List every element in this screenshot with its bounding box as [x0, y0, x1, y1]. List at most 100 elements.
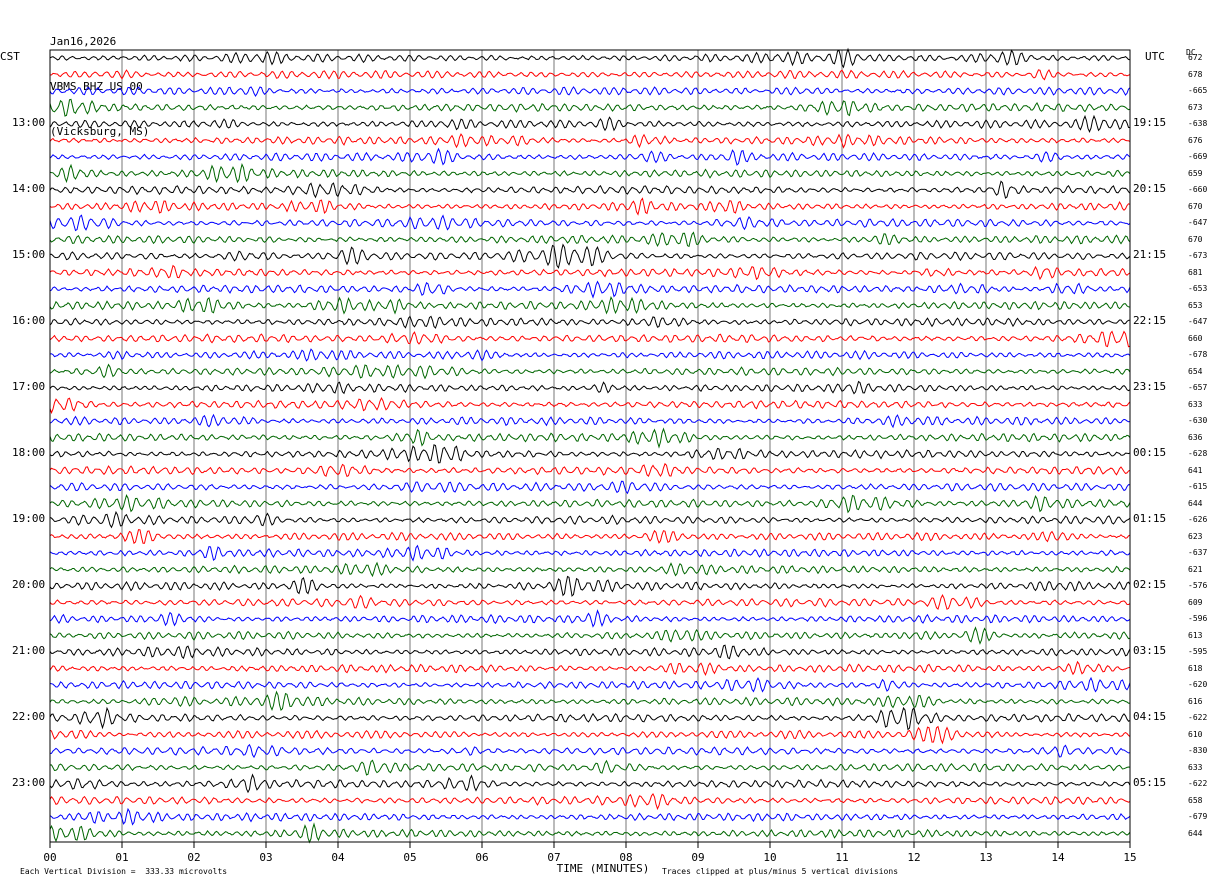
trace-line-21 — [49, 396, 1131, 415]
utc-hour-label: 04:15 — [1133, 710, 1167, 723]
dc-offset-label: 660 — [1188, 333, 1203, 343]
trace-line-37 — [49, 660, 1131, 677]
trace-line-34 — [49, 609, 1131, 628]
trace-line-32 — [49, 575, 1131, 597]
trace-line-39 — [49, 690, 1131, 712]
utc-hour-label: 22:15 — [1133, 314, 1167, 327]
trace-line-25 — [49, 462, 1131, 478]
trace-line-36 — [49, 644, 1131, 660]
utc-hour-label: 21:15 — [1133, 248, 1167, 261]
trace-line-38 — [49, 676, 1131, 693]
x-tick-label-11: 11 — [835, 851, 848, 864]
dc-offset-label: 659 — [1188, 168, 1203, 178]
dc-offset-label: 644 — [1188, 498, 1203, 508]
trace-line-8 — [49, 180, 1131, 199]
dc-offset-label: 672 — [1188, 53, 1203, 62]
trace-line-6 — [49, 147, 1131, 166]
dc-offset-label: -626 — [1188, 515, 1208, 524]
utc-hour-label: 19:15 — [1133, 116, 1167, 129]
trace-group — [49, 47, 1131, 844]
trace-line-33 — [49, 593, 1131, 611]
dc-offset-label: 673 — [1188, 102, 1203, 112]
x-tick-label-04: 04 — [331, 851, 345, 864]
dc-offset-label: -595 — [1188, 647, 1208, 656]
dc-offset-label: -830 — [1188, 746, 1208, 755]
trace-line-31 — [49, 561, 1131, 578]
dc-offset-label: -628 — [1188, 449, 1208, 458]
dc-offset-label: -669 — [1188, 152, 1208, 161]
dc-offset-label: -576 — [1188, 581, 1208, 590]
utc-hour-label: 23:15 — [1133, 380, 1167, 393]
utc-hour-label: 00:15 — [1133, 446, 1167, 459]
trace-line-9 — [49, 197, 1131, 216]
utc-hour-label: 02:15 — [1133, 578, 1167, 591]
trace-line-15 — [49, 295, 1131, 315]
trace-line-20 — [49, 380, 1131, 395]
trace-line-35 — [49, 626, 1131, 645]
date-label: Jan16,2026 — [50, 35, 117, 48]
trace-line-17 — [49, 330, 1131, 348]
dc-offset-label: 641 — [1188, 465, 1203, 475]
trace-line-18 — [49, 348, 1131, 362]
dc-offset-label: -596 — [1188, 614, 1208, 623]
header-block: Jan16,2026 VBMS BHZ US 00 (Vicksburg, MS… — [50, 4, 149, 154]
dc-offset-label: 644 — [1188, 828, 1203, 838]
trace-line-19 — [49, 363, 1131, 380]
dc-offset-label: -622 — [1188, 779, 1208, 788]
cst-hour-label: 20:00 — [12, 578, 46, 591]
x-tick-label-13: 13 — [979, 851, 992, 864]
trace-line-16 — [49, 315, 1131, 329]
x-tick-label-07: 07 — [547, 851, 560, 864]
trace-line-46 — [49, 807, 1131, 826]
dc-offset-label: -620 — [1188, 680, 1208, 689]
x-tick-label-05: 05 — [403, 851, 416, 864]
dc-offset-label: -673 — [1188, 251, 1208, 260]
dc-offset-label: 670 — [1188, 201, 1203, 211]
dc-offset-label: 633 — [1188, 399, 1203, 409]
dc-offset-label: -630 — [1188, 416, 1208, 425]
trace-line-0 — [49, 47, 1131, 69]
dc-offset-label: 613 — [1188, 630, 1203, 640]
dc-offset-label: -647 — [1188, 317, 1208, 326]
trace-line-42 — [50, 743, 1131, 759]
dc-offset-label: -647 — [1188, 218, 1208, 227]
dc-offset-label: 616 — [1188, 696, 1203, 706]
x-tick-label-03: 03 — [259, 851, 272, 864]
x-tick-label-00: 00 — [43, 851, 56, 864]
x-tick-label-01: 01 — [115, 851, 128, 864]
dc-offset-label: -678 — [1188, 350, 1208, 359]
trace-line-47 — [49, 822, 1131, 844]
trace-line-29 — [49, 529, 1131, 545]
cst-hour-label: 21:00 — [12, 644, 46, 657]
trace-line-45 — [49, 792, 1131, 811]
cst-hour-label: 16:00 — [12, 314, 46, 327]
scale-note: Each Vertical Division = 333.33 microvol… — [20, 867, 228, 876]
trace-line-26 — [49, 480, 1131, 495]
dc-offset-label: 609 — [1188, 597, 1203, 607]
dc-offset-label: -679 — [1188, 812, 1208, 821]
dc-offset-label: 636 — [1188, 432, 1203, 442]
clip-note: Traces clipped at plus/minus 5 vertical … — [662, 867, 899, 876]
x-tick-label-14: 14 — [1051, 851, 1065, 864]
dc-offset-label: 654 — [1188, 366, 1203, 376]
trace-line-22 — [49, 413, 1131, 429]
dc-offset-label: 678 — [1188, 69, 1203, 79]
trace-line-3 — [49, 98, 1131, 117]
trace-line-13 — [49, 264, 1131, 281]
trace-line-2 — [49, 86, 1131, 97]
trace-line-24 — [49, 444, 1131, 464]
dc-offset-label: 621 — [1188, 564, 1203, 574]
x-tick-label-09: 09 — [691, 851, 704, 864]
trace-line-30 — [49, 544, 1131, 562]
cst-axis-title: CST — [0, 50, 20, 63]
x-tick-label-12: 12 — [907, 851, 920, 864]
x-tick-label-10: 10 — [763, 851, 776, 864]
dc-offset-label: 610 — [1188, 729, 1203, 739]
dc-offset-label: -657 — [1188, 383, 1208, 392]
trace-line-28 — [49, 510, 1131, 529]
dc-offset-label: -665 — [1188, 86, 1208, 95]
trace-line-11 — [49, 231, 1131, 248]
cst-hour-label: 13:00 — [12, 116, 46, 129]
dc-offset-label: 681 — [1188, 267, 1203, 277]
